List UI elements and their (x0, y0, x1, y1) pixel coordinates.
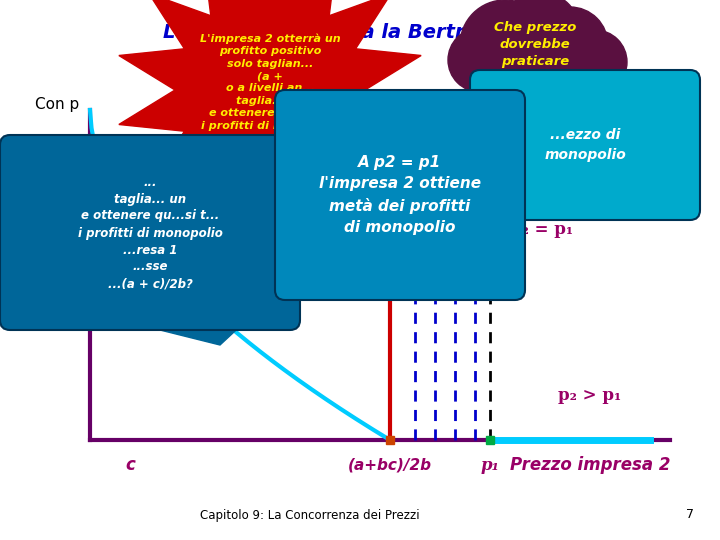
Text: ...
taglia... un
e ottenere qu...si t...
i profitti di monopolio
...resa 1
...ss: ... taglia... un e ottenere qu...si t...… (78, 176, 222, 291)
Text: Che prezzo
dovrebbe
praticare
l’impresa 2?: Che prezzo dovrebbe praticare l’impresa … (490, 21, 580, 85)
Text: Capitolo 9: La Concorrenza dei Prezzi: Capitolo 9: La Concorrenza dei Prezzi (200, 509, 420, 522)
Text: La competizione “a la Bertrand” (4): La competizione “a la Bertrand” (4) (163, 23, 557, 42)
Polygon shape (120, 280, 290, 345)
FancyBboxPatch shape (0, 135, 300, 330)
Text: (a+bc)/2b: (a+bc)/2b (348, 457, 432, 472)
Text: A p2 = p1
l'impresa 2 ottiene
metà dei profitti
di monopolio: A p2 = p1 l'impresa 2 ottiene metà dei p… (319, 156, 481, 235)
Text: p₂ = p₁: p₂ = p₁ (510, 221, 573, 239)
Text: sono:: sono: (530, 98, 577, 112)
Circle shape (482, 30, 558, 106)
Circle shape (532, 7, 608, 83)
FancyBboxPatch shape (470, 70, 700, 220)
Text: p₂ > p₁: p₂ > p₁ (559, 387, 621, 403)
Text: c: c (125, 456, 135, 474)
Circle shape (448, 28, 512, 92)
Text: Con p: Con p (35, 98, 79, 112)
Text: L'impresa 2 otterrà un
profitto positivo
solo taglian...
(a +
o a livelli an...
: L'impresa 2 otterrà un profitto positivo… (199, 33, 341, 131)
Polygon shape (119, 0, 421, 245)
Circle shape (563, 30, 627, 94)
Circle shape (460, 0, 550, 90)
Text: 7: 7 (686, 509, 694, 522)
Circle shape (500, 0, 580, 72)
Text: p₁: p₁ (480, 456, 500, 474)
Text: Prezzo impresa 2: Prezzo impresa 2 (510, 456, 670, 474)
FancyBboxPatch shape (275, 90, 525, 300)
Text: ...ezzo di
monopolio: ...ezzo di monopolio (544, 128, 626, 162)
